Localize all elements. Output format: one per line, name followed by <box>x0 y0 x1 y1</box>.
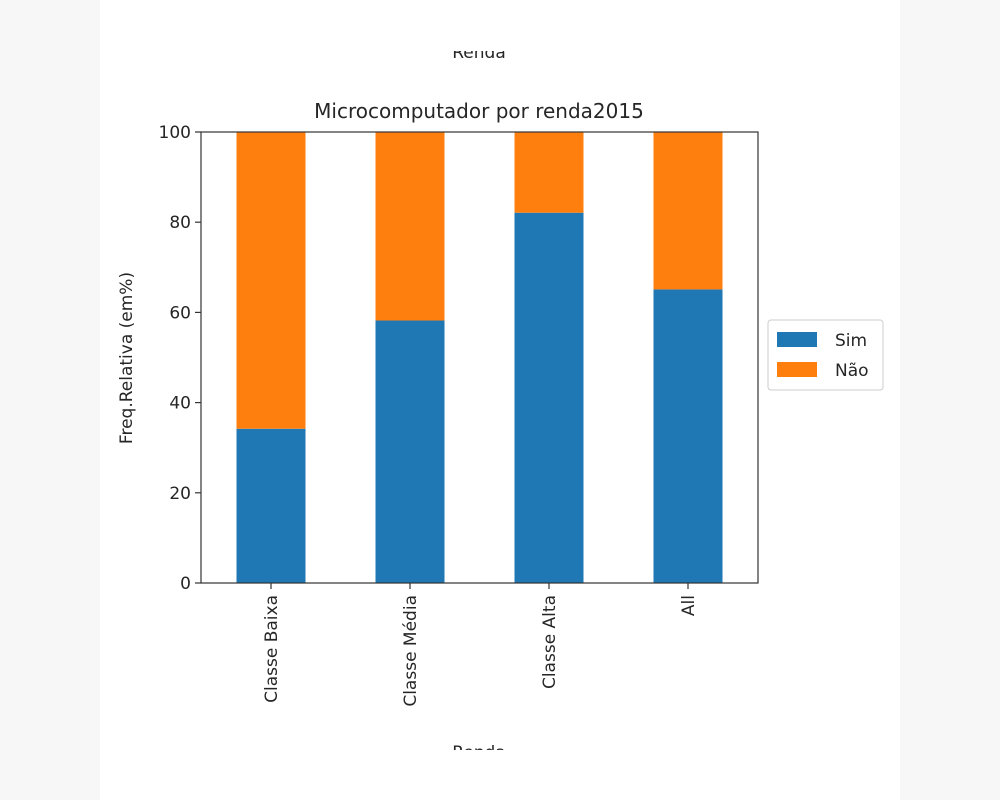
chart-title: Microcomputador por renda2015 <box>314 99 644 123</box>
y-tick-label: 100 <box>159 123 191 143</box>
legend-label-nao: Não <box>835 361 869 381</box>
plot-area <box>236 132 723 583</box>
x-axis-ticks: Classe Baixa Classe Média Classe Alta All <box>262 583 699 707</box>
bar-sim-3 <box>514 212 584 583</box>
bar-nao-2 <box>375 132 445 321</box>
legend-label-sim: Sim <box>835 331 867 351</box>
top-cut-label: Renda <box>452 43 506 63</box>
x-axis-label: Renda <box>452 743 506 763</box>
bar-sim-4 <box>653 289 723 583</box>
legend-swatch-nao <box>777 362 817 377</box>
axes-frame <box>200 131 759 584</box>
y-tick-label: 0 <box>180 574 191 594</box>
y-tick-label: 20 <box>169 484 191 504</box>
bar-sim-2 <box>375 320 445 583</box>
bar-sim-1 <box>236 428 306 583</box>
x-tick-label: Classe Alta <box>540 595 560 689</box>
x-tick-label: Classe Baixa <box>262 595 282 703</box>
y-axis-label: Freq.Relativa (em%) <box>117 272 137 444</box>
bar-nao-1 <box>236 132 306 429</box>
y-tick-label: 60 <box>169 303 191 323</box>
y-tick-label: 80 <box>169 213 191 233</box>
legend-swatch-sim <box>777 332 817 347</box>
figure-background <box>100 0 900 800</box>
x-tick-label: Classe Média <box>401 595 421 707</box>
y-axis-ticks: 0 20 40 60 80 100 <box>159 123 201 594</box>
bar-nao-3 <box>514 132 584 213</box>
y-tick-label: 40 <box>169 394 191 414</box>
x-tick-label: All <box>679 595 699 616</box>
bar-nao-4 <box>653 132 723 290</box>
legend: Sim Não <box>767 319 884 391</box>
